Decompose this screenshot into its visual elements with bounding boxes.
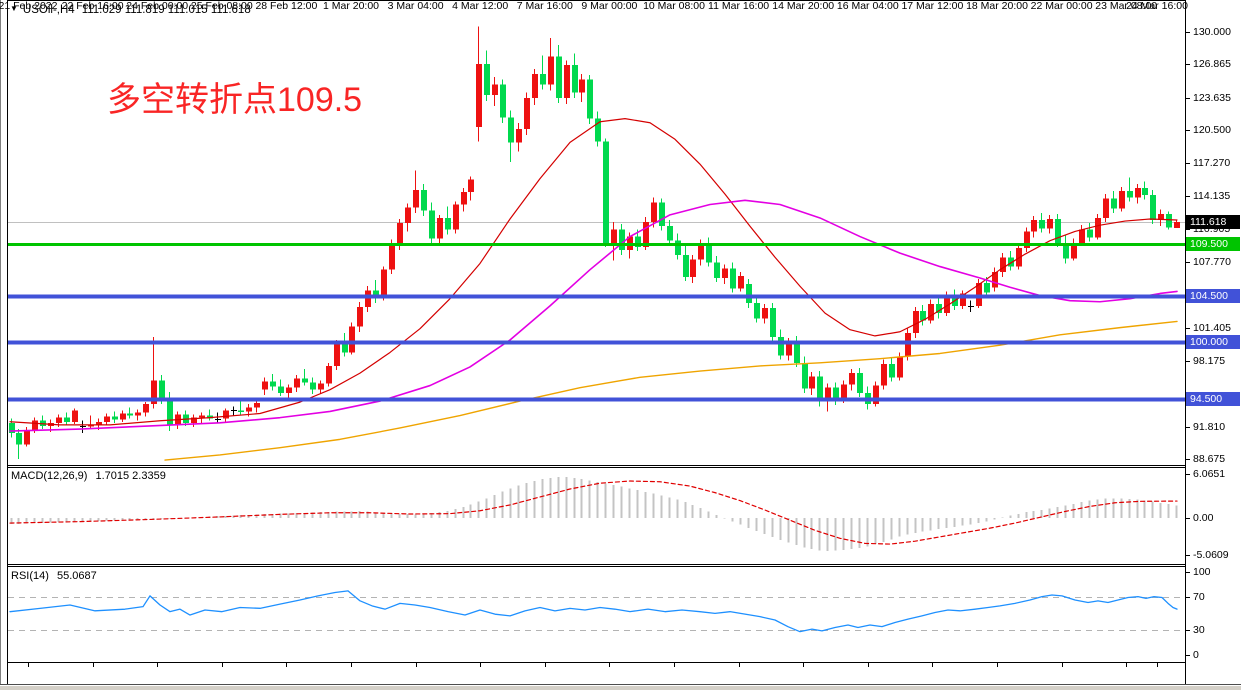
price-badge: 94.500 [1186,392,1240,406]
time-axis-label: 9 Mar 00:00 [581,0,638,12]
time-axis-label: 21 Feb 2022 [0,0,58,12]
macd-current-values: 1.7015 2.3359 [95,470,166,482]
price-badge: 111.618 [1186,215,1240,229]
time-axis-label: 1 Mar 20:00 [322,0,380,12]
rsi-current-value: 55.0687 [56,570,97,582]
price-tick-label: 126.865 [1193,58,1231,70]
time-axis-label: 28 Feb 12:00 [255,0,318,12]
time-axis-label: 10 Mar 08:00 [643,0,705,12]
price-badge: 100.000 [1186,335,1240,349]
rsi-tick-label: 0 [1193,649,1199,661]
annotation-text: 多空转折点109.5 [107,81,363,119]
macd-tick-label: -5.0609 [1193,549,1229,561]
window-bottom-strip [0,686,1241,690]
time-axis-label: 25 Feb 08:00 [190,0,253,12]
time-axis-label: 11 Mar 16:00 [708,0,770,12]
price-badge: 109.500 [1186,237,1240,251]
macd-indicator-label: MACD(12,26,9) 1.7015 2.3359 [11,470,166,482]
time-axis-label: 14 Mar 20:00 [772,0,835,12]
price-tick-label: 120.500 [1193,124,1231,136]
price-tick-label: 117.270 [1193,157,1231,169]
time-axis-label: 18 Mar 20:00 [966,0,1028,12]
macd-tick-label: 6.0651 [1193,468,1226,480]
time-axis-label: 4 Mar 12:00 [452,0,509,12]
rsi-name: RSI(14) [11,570,49,582]
macd-tick-label: 0.00 [1193,512,1214,524]
price-tick-label: 101.405 [1193,322,1231,334]
price-tick-label: 98.175 [1193,355,1226,367]
price-tick-label: 114.135 [1193,190,1231,202]
price-badge: 104.500 [1186,289,1240,303]
rsi-tick-label: 30 [1193,624,1205,636]
symbol-header: ▼ USOil-,H4 111.029 111.819 111.015 111.61… [10,4,251,16]
rsi-tick-label: 70 [1193,591,1205,603]
price-tick-label: 107.770 [1193,256,1231,268]
time-axis-label: 24 Feb 00:00 [126,0,189,12]
price-tick-label: 130.000 [1193,26,1231,38]
symbol-timeframe-label: USOil-,H4 [22,4,75,16]
time-axis-label: 7 Mar 16:00 [516,0,573,12]
symbol-dropdown-icon[interactable]: ▼ [10,4,18,13]
price-tick-label: 123.635 [1193,92,1231,104]
time-axis-label: 22 Feb 16:00 [61,0,124,12]
macd-name: MACD(12,26,9) [11,470,88,482]
time-axis-label: 3 Mar 04:00 [387,0,444,12]
time-axis-label: 24 Mar 16:00 [1126,0,1188,12]
time-axis-label: 16 Mar 04:00 [836,0,899,12]
rsi-tick-label: 100 [1193,566,1211,578]
time-axis-label: 22 Mar 00:00 [1030,0,1093,12]
price-tick-label: 91.810 [1193,421,1226,433]
rsi-indicator-label: RSI(14) 55.0687 [11,570,97,582]
ohlc-values: 111.029 111.819 111.015 111.618 [81,4,251,16]
time-axis-label: 17 Mar 12:00 [901,0,964,12]
price-tick-label: 88.675 [1193,453,1226,465]
time-axis-label: 23 Mar 08:00 [1095,0,1158,12]
